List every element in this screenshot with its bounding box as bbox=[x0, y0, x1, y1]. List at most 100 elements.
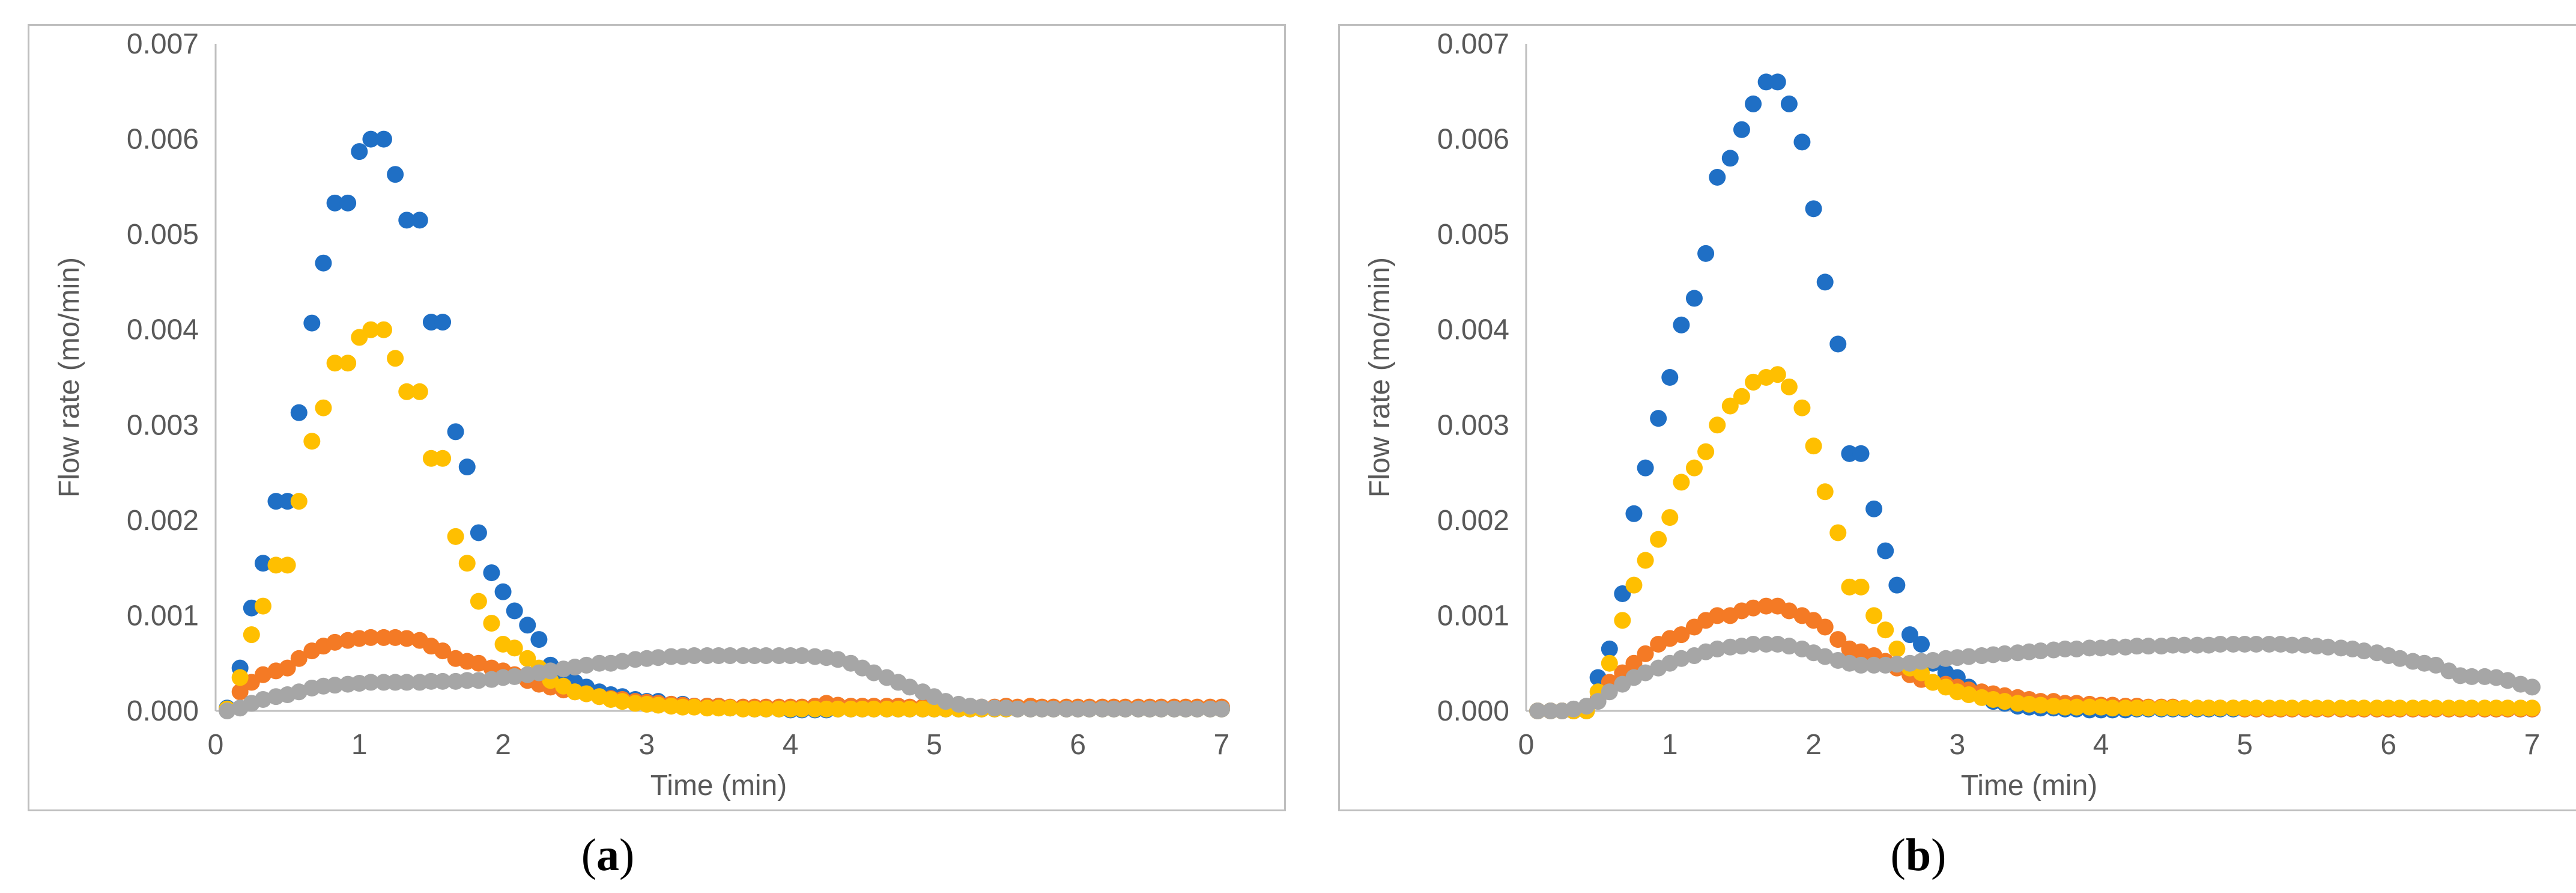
data-point bbox=[1661, 369, 1679, 386]
data-point bbox=[1058, 700, 1075, 718]
y-tick-label: 0.003 bbox=[1437, 409, 1509, 441]
data-point bbox=[398, 630, 416, 647]
data-point bbox=[2104, 638, 2121, 656]
data-point bbox=[2225, 636, 2242, 653]
data-point bbox=[865, 700, 882, 718]
data-point bbox=[1805, 200, 1822, 218]
data-point bbox=[1153, 700, 1170, 718]
data-point bbox=[1924, 651, 1942, 669]
data-point bbox=[2068, 698, 2085, 716]
data-point bbox=[1841, 578, 1858, 596]
data-point bbox=[1865, 607, 1883, 624]
data-point bbox=[986, 699, 1003, 717]
data-point bbox=[434, 672, 452, 690]
data-point bbox=[1094, 700, 1111, 718]
data-point bbox=[254, 666, 271, 683]
data-point bbox=[817, 700, 835, 718]
data-point bbox=[1022, 700, 1039, 718]
data-point bbox=[2189, 699, 2206, 717]
data-point bbox=[1841, 445, 1858, 462]
data-point bbox=[1877, 621, 1894, 639]
x-axis-title: Time (min) bbox=[1961, 770, 2098, 802]
data-point bbox=[458, 459, 476, 476]
data-point bbox=[1816, 618, 1834, 636]
data-point bbox=[2164, 636, 2181, 654]
data-point bbox=[2211, 699, 2229, 717]
data-point bbox=[1829, 631, 1847, 648]
data-point bbox=[411, 383, 428, 400]
data-point bbox=[1637, 552, 1654, 569]
data-point bbox=[434, 314, 452, 331]
y-tick-label: 0.003 bbox=[127, 409, 199, 441]
data-point bbox=[2175, 636, 2193, 654]
data-point bbox=[362, 629, 380, 646]
data-point bbox=[2140, 638, 2157, 655]
data-point bbox=[1117, 700, 1134, 718]
series-4 bbox=[1529, 636, 2541, 719]
data-point bbox=[614, 693, 631, 710]
data-point bbox=[650, 696, 667, 714]
data-point bbox=[2056, 640, 2074, 657]
data-point bbox=[2452, 699, 2469, 717]
data-point bbox=[1685, 290, 1703, 307]
data-point bbox=[1189, 700, 1206, 718]
x-tick-label: 5 bbox=[2237, 729, 2253, 761]
y-tick-label: 0.001 bbox=[1437, 600, 1509, 632]
x-tick-label: 7 bbox=[2524, 729, 2541, 761]
x-tick-label: 3 bbox=[1950, 729, 1966, 761]
data-point bbox=[2128, 699, 2145, 717]
caption-b-letter: b bbox=[1905, 830, 1932, 880]
data-point bbox=[1709, 607, 1726, 624]
data-point bbox=[470, 672, 487, 689]
x-tick-label: 6 bbox=[1070, 729, 1086, 761]
data-point bbox=[1709, 640, 1726, 657]
data-point bbox=[2225, 699, 2242, 717]
data-point bbox=[2427, 656, 2444, 674]
data-point bbox=[231, 683, 249, 701]
data-point bbox=[2128, 638, 2145, 655]
data-point bbox=[2189, 636, 2206, 654]
y-tick-label: 0.000 bbox=[127, 695, 199, 727]
data-point bbox=[387, 166, 404, 183]
data-point bbox=[315, 254, 332, 272]
data-point bbox=[782, 647, 799, 665]
chart-b-svg: 0.000 0.001 0.002 0.003 0.004 0.005 0.006 0.007… bbox=[1364, 28, 2541, 802]
data-point bbox=[375, 321, 392, 338]
data-point bbox=[901, 678, 918, 696]
data-point bbox=[2117, 699, 2134, 717]
data-point bbox=[2056, 698, 2074, 716]
data-point bbox=[303, 433, 321, 450]
data-point bbox=[542, 662, 559, 680]
data-point bbox=[2391, 699, 2408, 717]
data-point bbox=[1733, 121, 1750, 138]
data-point bbox=[1793, 133, 1811, 151]
data-point bbox=[578, 685, 595, 703]
y-tick-label: 0.006 bbox=[127, 124, 199, 156]
data-point bbox=[685, 647, 703, 665]
data-point bbox=[2391, 650, 2408, 667]
data-point bbox=[1805, 437, 1822, 455]
data-point bbox=[757, 700, 775, 718]
data-point bbox=[1069, 700, 1086, 718]
data-point bbox=[434, 642, 452, 660]
data-point bbox=[2200, 699, 2217, 717]
data-point bbox=[1816, 273, 1834, 291]
data-point bbox=[1852, 643, 1870, 660]
data-point bbox=[2261, 699, 2278, 717]
data-point bbox=[1625, 654, 1643, 672]
series-4 bbox=[219, 647, 1230, 719]
data-point bbox=[1780, 638, 1798, 655]
data-point bbox=[1745, 95, 1762, 112]
data-point bbox=[1542, 703, 1559, 719]
data-point bbox=[1769, 73, 1786, 91]
y-tick-label: 0.005 bbox=[127, 219, 199, 251]
data-point bbox=[1829, 524, 1847, 541]
data-point bbox=[1614, 612, 1631, 629]
data-point bbox=[339, 355, 357, 372]
data-point bbox=[1177, 700, 1195, 718]
data-point bbox=[1852, 656, 1870, 674]
data-point bbox=[1745, 599, 1762, 617]
data-point bbox=[699, 699, 716, 717]
data-point bbox=[2104, 699, 2121, 717]
data-point bbox=[829, 700, 847, 718]
